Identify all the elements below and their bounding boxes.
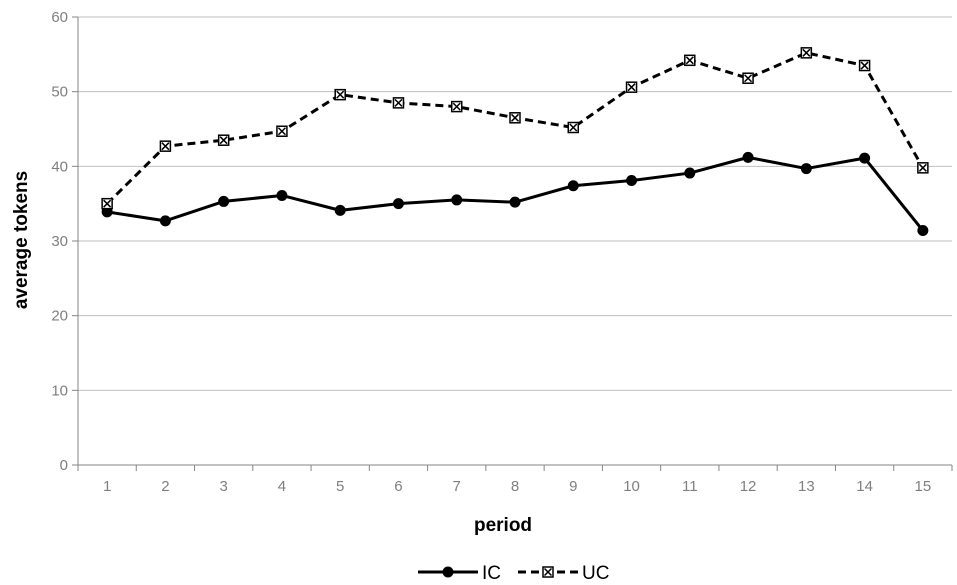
x-tick-label-15: 15	[915, 478, 932, 495]
point-ic-13	[800, 163, 812, 175]
y-tick-label-50: 50	[51, 84, 68, 101]
y-tick-label-60: 60	[51, 9, 68, 26]
x-tick-label-9: 9	[569, 478, 577, 495]
legend-marker-ic	[442, 566, 454, 578]
series-layer	[101, 47, 929, 237]
point-ic-4	[276, 189, 288, 201]
legend-entry-ic: IC	[418, 563, 501, 584]
y-tick-label-10: 10	[51, 382, 68, 399]
series-uc	[101, 47, 929, 210]
series-line-ic	[106, 155, 925, 232]
point-ic-8	[509, 196, 521, 208]
legend-label-uc: UC	[582, 563, 609, 584]
x-tick-label-5: 5	[336, 478, 344, 495]
x-axis-title: period	[474, 515, 532, 536]
legend-marker-uc	[542, 566, 554, 578]
point-ic-14	[859, 152, 871, 164]
y-tick-labels: 0 10 20 30 40 50 60	[51, 9, 68, 474]
point-ic-3	[218, 195, 230, 207]
y-tick-label-20: 20	[51, 308, 68, 325]
series-line-uc	[106, 51, 925, 205]
gridlines	[78, 16, 952, 391]
point-uc-8	[509, 112, 521, 124]
point-ic-11	[684, 167, 696, 179]
point-ic-6	[392, 198, 404, 210]
point-uc-14	[858, 59, 871, 72]
y-tick-label-0: 0	[60, 457, 68, 474]
point-uc-10	[625, 81, 638, 93]
point-uc-1	[101, 197, 113, 210]
series-ic	[101, 151, 929, 237]
point-uc-9	[567, 121, 580, 134]
x-tick-label-13: 13	[798, 478, 815, 495]
point-ic-10	[626, 175, 638, 187]
x-tick-label-12: 12	[740, 478, 757, 495]
point-uc-13	[800, 47, 813, 59]
point-uc-15	[917, 162, 929, 174]
point-uc-2	[159, 140, 172, 152]
x-tick-label-6: 6	[394, 478, 402, 495]
legend-label-ic: IC	[482, 563, 501, 584]
y-axis-title: average tokens	[11, 171, 32, 309]
x-tick-label-3: 3	[219, 478, 227, 495]
y-tick-label-40: 40	[51, 158, 68, 175]
point-uc-5	[334, 88, 346, 101]
x-tick-label-1: 1	[103, 478, 111, 495]
point-ic-7	[451, 194, 463, 206]
x-tick-label-8: 8	[511, 478, 519, 495]
x-tick-label-2: 2	[161, 478, 169, 495]
point-ic-15	[917, 225, 929, 237]
point-ic-2	[159, 215, 171, 227]
x-tick-label-14: 14	[856, 478, 873, 495]
point-uc-12	[742, 72, 754, 84]
x-tick-label-11: 11	[682, 478, 698, 495]
point-ic-9	[567, 180, 579, 192]
y-tick-label-30: 30	[51, 233, 68, 250]
point-uc-4	[276, 125, 288, 137]
point-ic-5	[334, 204, 346, 216]
x-tick-label-10: 10	[623, 478, 640, 495]
x-tick-label-7: 7	[453, 478, 461, 495]
x-tick-labels: 1 2 3 4 5 6 7 8 9 10 11 12 13 14 15	[103, 478, 931, 495]
legend: IC UC	[418, 563, 609, 584]
point-uc-3	[217, 134, 230, 146]
point-uc-7	[450, 100, 463, 113]
point-ic-12	[742, 151, 754, 163]
point-uc-6	[392, 97, 405, 109]
legend-entry-uc: UC	[518, 563, 609, 584]
axes	[72, 16, 953, 471]
x-tick-label-4: 4	[278, 478, 286, 495]
point-uc-11	[684, 54, 696, 67]
